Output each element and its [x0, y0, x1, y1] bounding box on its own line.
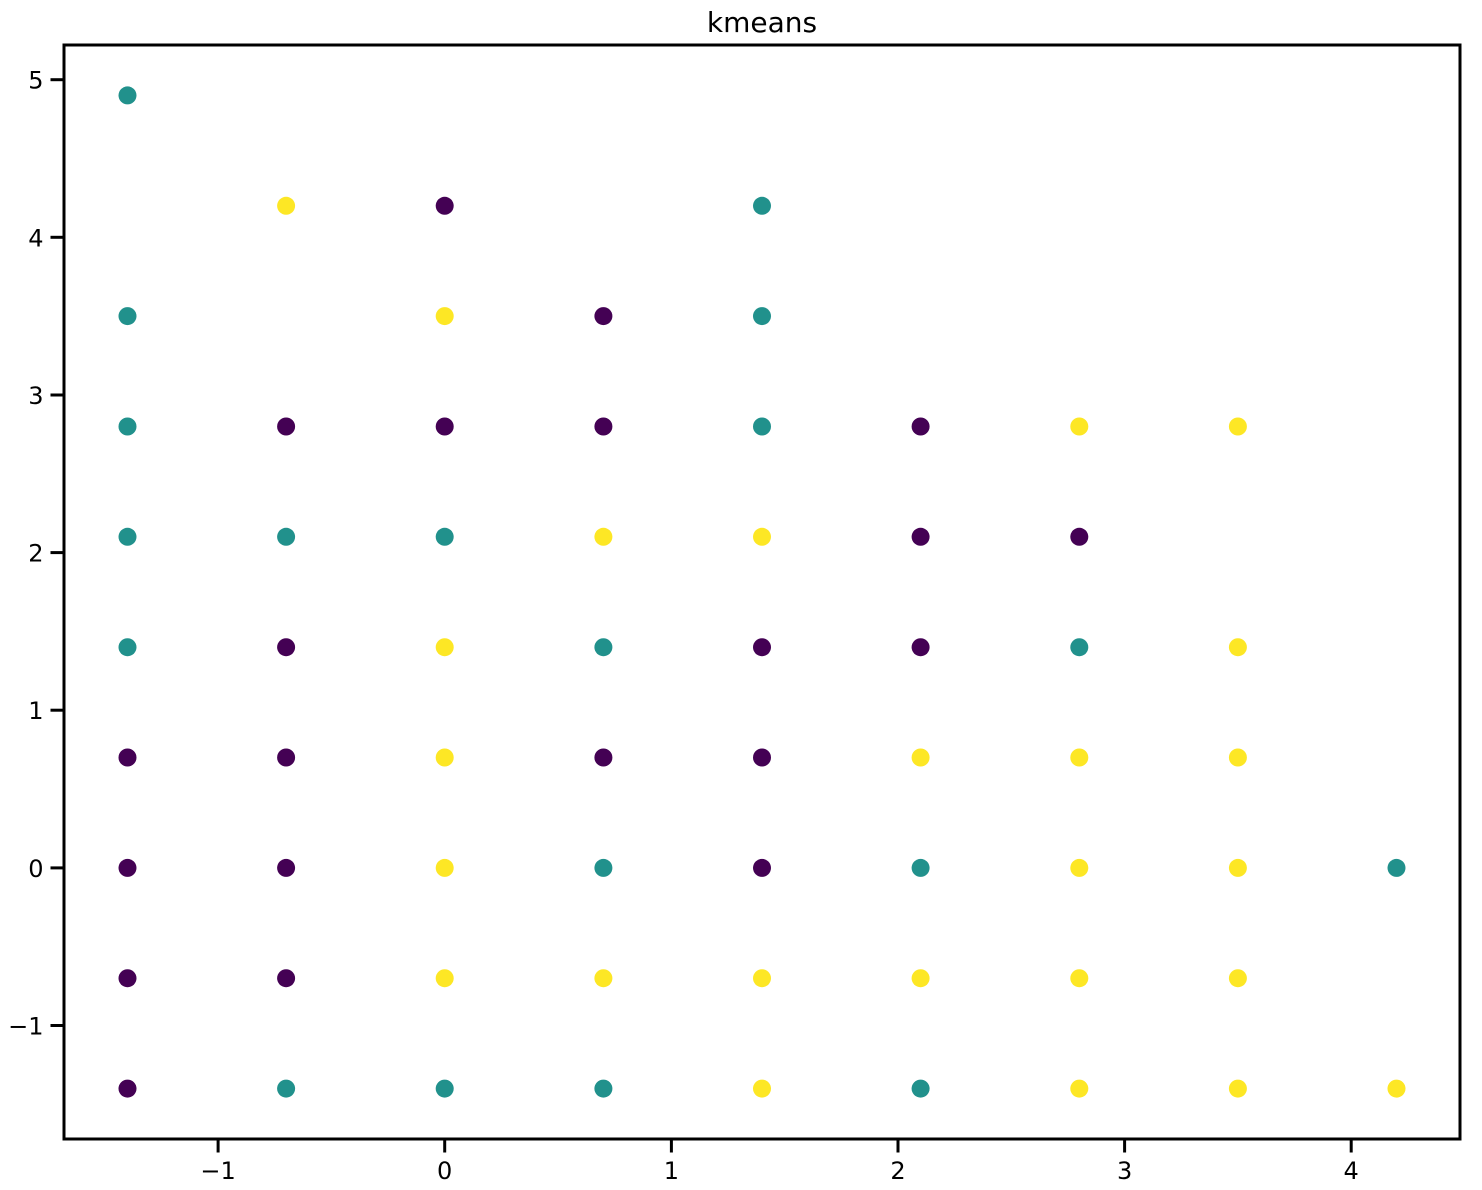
data-point-cluster-2-yellow	[435, 638, 454, 657]
data-point-cluster-0-purple	[594, 748, 613, 767]
data-point-cluster-1-teal	[277, 527, 296, 546]
data-point-cluster-0-purple	[118, 858, 137, 877]
data-point-cluster-2-yellow	[1228, 638, 1247, 657]
x-axis-tick-label: 2	[890, 1157, 905, 1185]
x-axis-tick-label: 1	[664, 1157, 679, 1185]
data-point-cluster-1-teal	[594, 638, 613, 657]
data-point-cluster-2-yellow	[277, 196, 296, 215]
data-point-cluster-2-yellow	[753, 1079, 771, 1098]
data-point-cluster-2-yellow	[753, 969, 771, 988]
data-point-cluster-0-purple	[118, 748, 137, 767]
data-point-cluster-2-yellow	[1228, 858, 1247, 877]
data-point-cluster-1-teal	[753, 196, 771, 215]
x-axis-tick-label: 4	[1344, 1157, 1359, 1185]
data-point-cluster-2-yellow	[1070, 969, 1089, 988]
data-point-cluster-2-yellow	[435, 858, 454, 877]
data-point-cluster-1-teal	[118, 638, 137, 657]
data-point-cluster-2-yellow	[435, 307, 454, 326]
axes-layer: −1 0 1 2 3 4 −1 0 1 2 3 4 5	[8, 43, 1462, 1185]
y-axis-tick-label: 0	[28, 855, 43, 883]
data-point-cluster-2-yellow	[594, 969, 613, 988]
data-point-cluster-2-yellow	[435, 748, 454, 767]
chart-title: kmeans	[707, 6, 817, 39]
y-axis-tick-label: 3	[28, 382, 43, 410]
data-point-cluster-2-yellow	[1070, 417, 1089, 436]
data-point-cluster-1-teal	[911, 858, 930, 877]
data-point-cluster-2-yellow	[911, 969, 930, 988]
y-axis-tick-label: 1	[28, 697, 43, 725]
data-point-cluster-0-purple	[277, 417, 296, 436]
data-point-cluster-1-teal	[1070, 638, 1089, 657]
points-layer	[118, 86, 1406, 1098]
data-point-cluster-2-yellow	[1387, 1079, 1406, 1098]
data-point-cluster-1-teal	[753, 417, 771, 436]
data-point-cluster-1-teal	[753, 307, 771, 326]
y-axis-tick-label: 5	[28, 67, 43, 95]
data-point-cluster-2-yellow	[1228, 417, 1247, 436]
data-point-cluster-0-purple	[118, 969, 137, 988]
data-point-cluster-0-purple	[277, 969, 296, 988]
plot-frame	[62, 43, 1462, 1141]
data-point-cluster-0-purple	[277, 638, 296, 657]
data-point-cluster-2-yellow	[1070, 858, 1089, 877]
x-axis-tick-label: 3	[1117, 1157, 1132, 1185]
data-point-cluster-1-teal	[911, 1079, 930, 1098]
data-point-cluster-2-yellow	[435, 969, 454, 988]
data-point-cluster-0-purple	[277, 748, 296, 767]
y-axis-tick-label: −1	[8, 1013, 43, 1041]
data-point-cluster-2-yellow	[1228, 1079, 1247, 1098]
data-point-cluster-1-teal	[277, 1079, 296, 1098]
data-point-cluster-0-purple	[753, 638, 771, 657]
data-point-cluster-2-yellow	[594, 527, 613, 546]
data-point-cluster-2-yellow	[1228, 748, 1247, 767]
data-point-cluster-1-teal	[594, 1079, 613, 1098]
data-point-cluster-0-purple	[753, 748, 771, 767]
data-point-cluster-0-purple	[277, 858, 296, 877]
data-point-cluster-2-yellow	[1070, 1079, 1089, 1098]
data-point-cluster-0-purple	[911, 527, 930, 546]
data-point-cluster-2-yellow	[1228, 969, 1247, 988]
y-axis-tick-label: 2	[28, 540, 43, 568]
data-point-cluster-0-purple	[594, 417, 613, 436]
y-axis-tick-label: 4	[28, 224, 43, 252]
data-point-cluster-0-purple	[118, 1079, 137, 1098]
data-point-cluster-1-teal	[118, 417, 137, 436]
data-point-cluster-0-purple	[435, 196, 454, 215]
data-point-cluster-1-teal	[435, 1079, 454, 1098]
data-point-cluster-0-purple	[594, 307, 613, 326]
data-point-cluster-1-teal	[118, 86, 137, 105]
data-point-cluster-0-purple	[753, 858, 771, 877]
x-axis-tick-label: −1	[200, 1157, 235, 1185]
data-point-cluster-0-purple	[435, 417, 454, 436]
data-point-cluster-1-teal	[594, 858, 613, 877]
x-axis-tick-label: 0	[437, 1157, 452, 1185]
data-point-cluster-2-yellow	[1070, 748, 1089, 767]
data-point-cluster-1-teal	[118, 527, 137, 546]
data-point-cluster-0-purple	[911, 638, 930, 657]
data-point-cluster-1-teal	[435, 527, 454, 546]
data-point-cluster-0-purple	[911, 417, 930, 436]
data-point-cluster-1-teal	[118, 307, 137, 326]
data-point-cluster-1-teal	[1387, 858, 1406, 877]
data-point-cluster-2-yellow	[911, 748, 930, 767]
data-point-cluster-0-purple	[1070, 527, 1089, 546]
data-point-cluster-2-yellow	[753, 527, 771, 546]
